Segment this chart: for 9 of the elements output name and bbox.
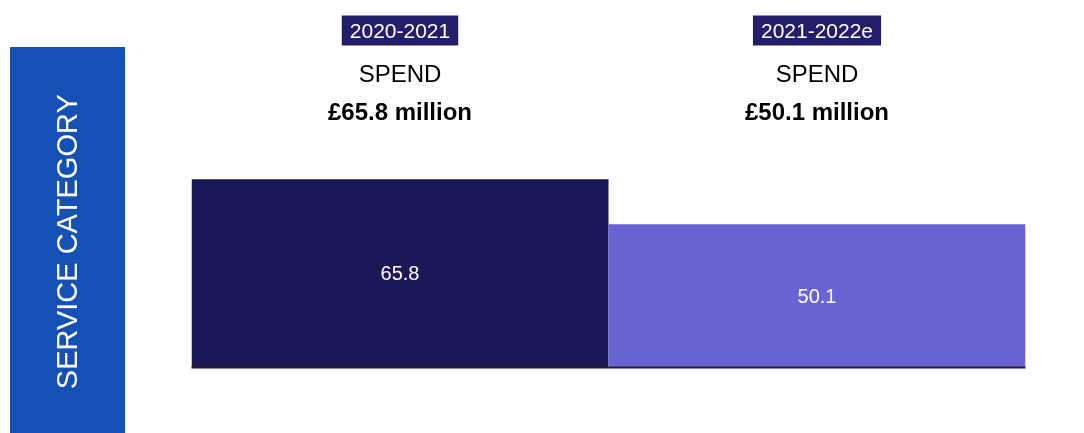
data-label: 50.1 bbox=[797, 284, 837, 307]
data-label: 65.8 bbox=[380, 262, 420, 285]
text: SPEND bbox=[775, 60, 859, 88]
text: SPEND bbox=[358, 60, 442, 88]
y-axis-title: SERVICE CATEGORY bbox=[49, 94, 84, 390]
text: £50.1 million bbox=[744, 98, 890, 126]
x-tick-label: 2021-2022e bbox=[760, 18, 874, 42]
x-tick-label: 2020-2021 bbox=[349, 18, 451, 42]
text: £65.8 million bbox=[327, 98, 473, 126]
